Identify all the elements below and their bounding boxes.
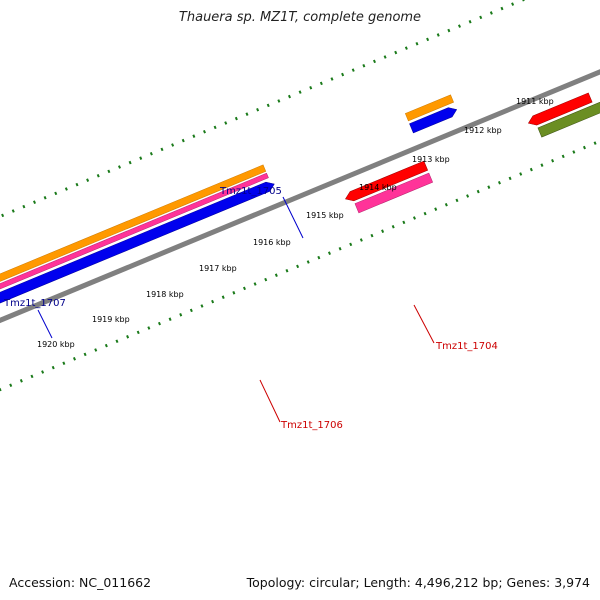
scale-label-1916: 1916 kbp [253,238,291,247]
scale-label-1911: 1911 kbp [516,97,554,106]
feature-tmz1t-1707-blue[interactable] [0,179,276,317]
scale-label-1913: 1913 kbp [412,155,450,164]
leader-tmz1t-1706 [259,379,281,423]
feature-tmz1t-1706-pink[interactable] [354,172,434,214]
feature-tmz1t-1704-olive[interactable] [537,100,600,138]
map-title: Thauera sp. MZ1T, complete genome [178,10,422,25]
genome-backbone [0,3,600,334]
accession-text: Accession: NC_011662 [9,575,152,590]
leader-tmz1t-1707 [37,309,53,339]
scale-label-1920: 1920 kbp [37,340,75,349]
gene-label-tmz1t-1706[interactable]: Tmz1t_1706 [280,420,343,431]
scale-label-1915: 1915 kbp [306,211,344,220]
feature-tmz1t-1707-pink[interactable] [0,172,269,305]
feature-tmz1t-1705-orange[interactable] [404,94,454,122]
scale-label-1912: 1912 kbp [464,126,502,135]
leader-tmz1t-1705 [282,196,304,239]
scale-label-1917: 1917 kbp [199,264,237,273]
scale-label-1914: 1914 kbp [359,183,397,192]
scale-label-1919: 1919 kbp [92,315,130,324]
outer-scale-dots [0,0,600,244]
feature-tmz1t-1705-blue[interactable] [409,105,459,134]
leader-tmz1t-1704 [413,304,435,344]
gene-label-tmz1t-1704[interactable]: Tmz1t_1704 [435,341,498,352]
feature-tmz1t-1707-orange[interactable] [0,164,267,298]
gene-label-tmz1t-1705[interactable]: Tmz1t_1705 [219,186,282,197]
scale-label-1918: 1918 kbp [146,290,184,299]
feature-tmz1t-1706-red[interactable] [344,160,429,204]
feature-tmz1t-1704-red[interactable] [526,92,593,128]
gene-label-tmz1t-1707[interactable]: Tmz1t_1707 [3,298,66,309]
genome-stats-text: Topology: circular; Length: 4,496,212 bp… [246,575,590,590]
